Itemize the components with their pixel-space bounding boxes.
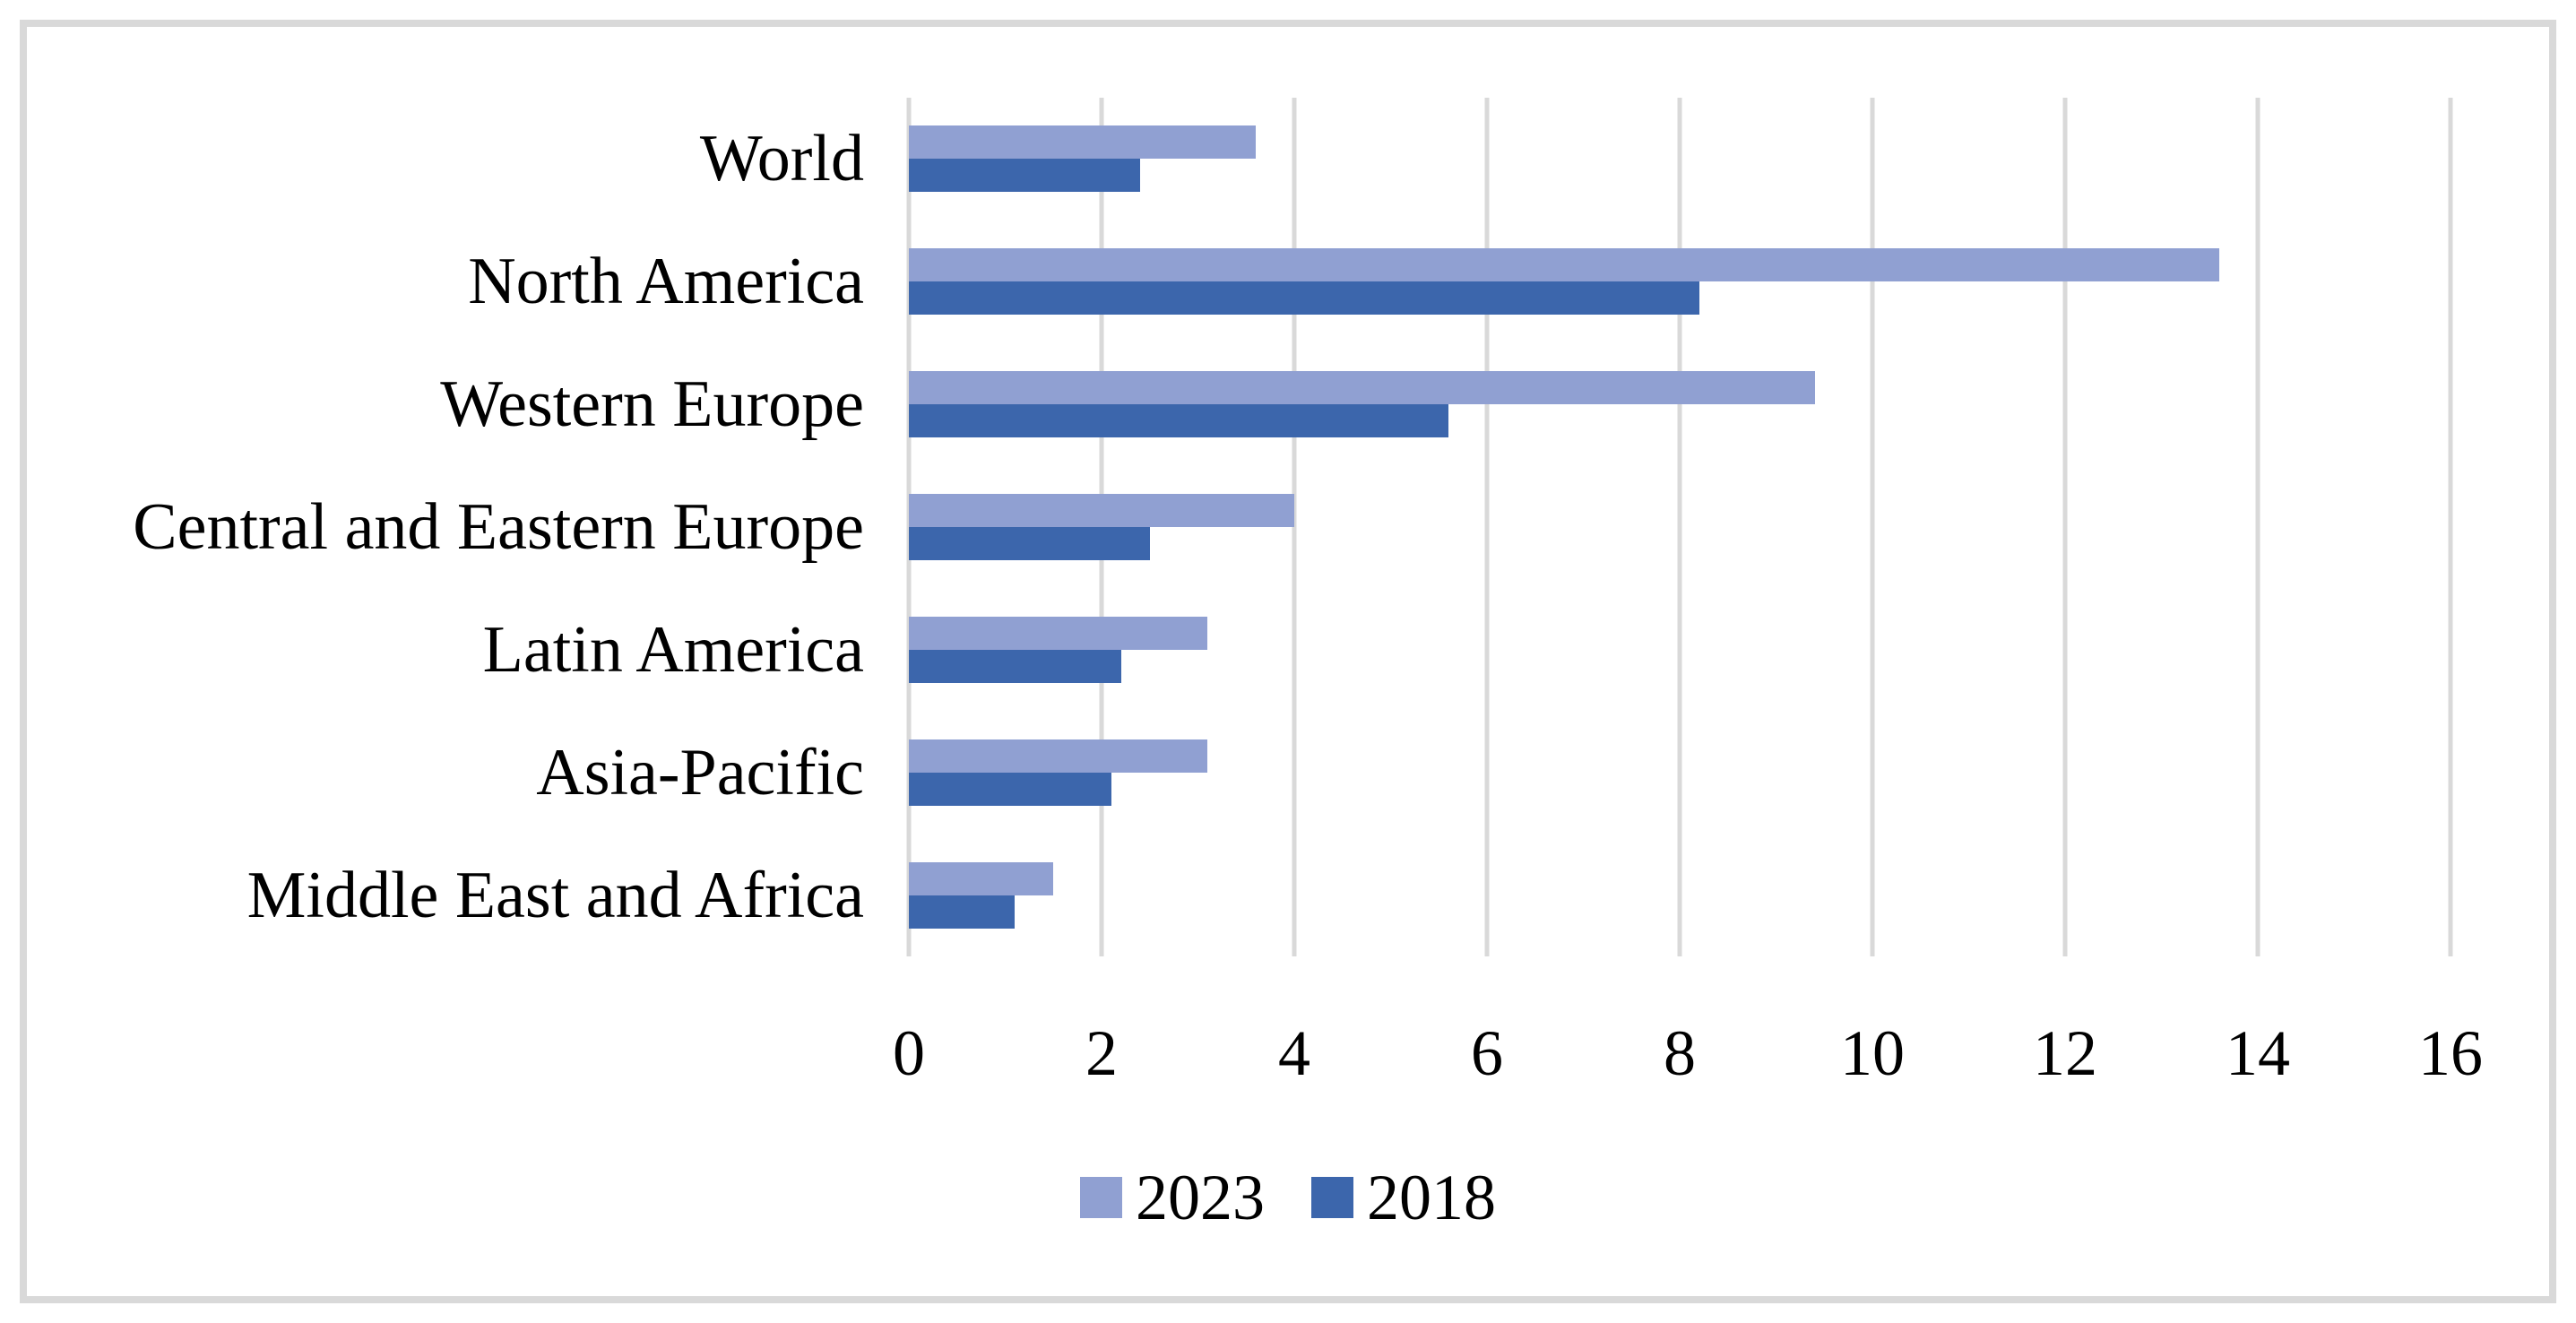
bar-group-asia-pacific bbox=[909, 739, 2451, 806]
bar-row-middle-east-and-africa bbox=[909, 834, 2451, 956]
legend-item-2018: 2018 bbox=[1311, 1165, 1496, 1230]
legend-label-2023: 2023 bbox=[1136, 1162, 1265, 1233]
bar-2018-central-and-eastern-europe bbox=[909, 527, 1150, 560]
bar-row-world bbox=[909, 98, 2451, 220]
bar-2023-asia-pacific bbox=[909, 739, 1208, 773]
bar-2023-western-europe bbox=[909, 371, 1815, 405]
bar-row-latin-america bbox=[909, 588, 2451, 711]
bar-row-asia-pacific bbox=[909, 711, 2451, 834]
bar-2023-middle-east-and-africa bbox=[909, 861, 1054, 895]
plot-area bbox=[906, 98, 2453, 956]
gridline-x-10 bbox=[1870, 98, 1875, 956]
category-axis-labels: World North America Western Europe Central … bbox=[28, 98, 864, 956]
bar-group-latin-america bbox=[909, 616, 2451, 683]
x-tick-label-0: 0 bbox=[893, 1017, 925, 1089]
bar-2018-asia-pacific bbox=[909, 772, 1111, 806]
legend-swatch-2023 bbox=[1080, 1177, 1122, 1218]
bar-group-western-europe bbox=[909, 371, 2451, 438]
legend-item-2023: 2023 bbox=[1080, 1165, 1265, 1230]
category-label-latin-america: Latin America bbox=[482, 612, 864, 687]
x-tick-label-12: 12 bbox=[2033, 1017, 2097, 1089]
bar-2018-middle-east-and-africa bbox=[909, 895, 1016, 929]
bar-2023-latin-america bbox=[909, 616, 1208, 650]
x-tick-label-14: 14 bbox=[2226, 1017, 2290, 1089]
category-label-world: World bbox=[699, 122, 864, 196]
bar-group-north-america bbox=[909, 248, 2451, 316]
x-tick-label-10: 10 bbox=[1840, 1017, 1905, 1089]
bar-2018-north-america bbox=[909, 281, 1699, 316]
bar-2018-latin-america bbox=[909, 649, 1121, 683]
x-axis-tick-labels: 0 2 4 6 8 10 12 14 16 bbox=[893, 1017, 2483, 1099]
bar-2023-north-america bbox=[909, 248, 2219, 282]
x-tick-label-8: 8 bbox=[1664, 1017, 1696, 1089]
category-label-asia-pacific: Asia-Pacific bbox=[536, 735, 864, 809]
bar-group-world bbox=[909, 125, 2451, 193]
category-label-central-and-eastern-europe: Central and Eastern Europe bbox=[133, 490, 864, 564]
chart-frame bbox=[20, 20, 2556, 1303]
gridline-x-6 bbox=[1484, 98, 1490, 956]
gridline-x-12 bbox=[2062, 98, 2068, 956]
bar-2023-central-and-eastern-europe bbox=[909, 494, 1294, 527]
legend-swatch-2018 bbox=[1311, 1177, 1353, 1218]
gridline-x-8 bbox=[1677, 98, 1682, 956]
category-label-western-europe: Western Europe bbox=[440, 368, 864, 442]
x-tick-label-2: 2 bbox=[1085, 1017, 1118, 1089]
bar-rows-layer bbox=[909, 98, 2451, 956]
gridline-x-14 bbox=[2255, 98, 2260, 956]
bar-row-central-and-eastern-europe bbox=[909, 466, 2451, 589]
bar-2018-western-europe bbox=[909, 404, 1448, 438]
gridline-x-4 bbox=[1292, 98, 1297, 956]
bar-2018-world bbox=[909, 159, 1140, 193]
legend-label-2018: 2018 bbox=[1367, 1162, 1496, 1233]
gridline-x-16 bbox=[2448, 98, 2453, 956]
category-label-middle-east-and-africa: Middle East and Africa bbox=[246, 858, 864, 932]
legend: 2023 2018 bbox=[0, 1162, 2576, 1233]
bar-2023-world bbox=[909, 125, 1256, 160]
category-label-north-america: North America bbox=[468, 245, 864, 319]
x-tick-label-6: 6 bbox=[1471, 1017, 1503, 1089]
x-tick-label-16: 16 bbox=[2418, 1017, 2483, 1089]
bar-group-central-and-eastern-europe bbox=[909, 494, 2451, 560]
bar-row-western-europe bbox=[909, 343, 2451, 466]
bar-row-north-america bbox=[909, 220, 2451, 343]
bar-group-middle-east-and-africa bbox=[909, 861, 2451, 929]
x-tick-label-4: 4 bbox=[1278, 1017, 1310, 1089]
